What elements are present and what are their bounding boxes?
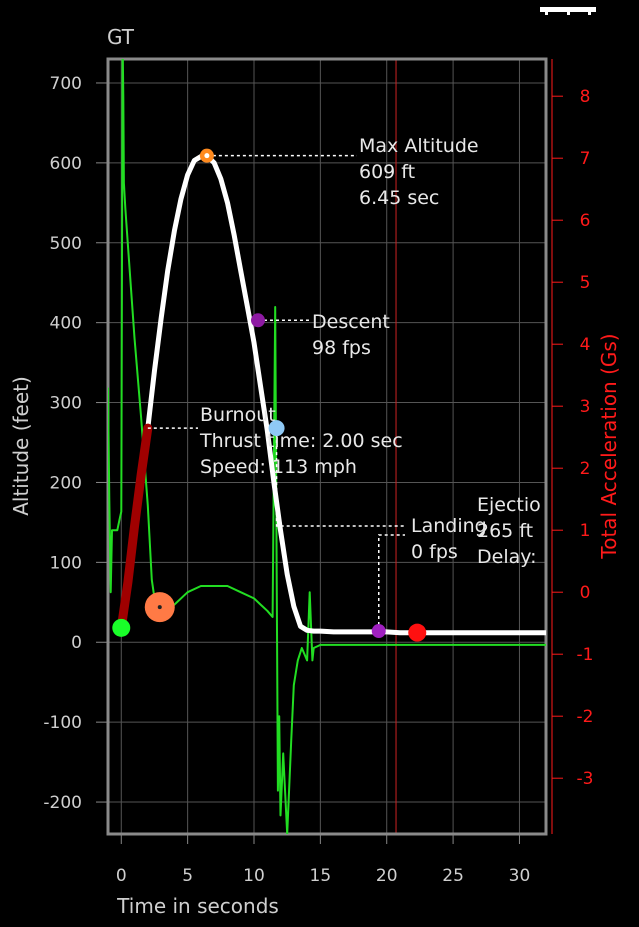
y-right-tick-label: 5 [580, 273, 591, 293]
y-left-tick-label: 200 [50, 473, 82, 493]
y-left-tick-label: -200 [43, 793, 82, 813]
y-right-tick-label: -2 [577, 707, 594, 727]
annotation-line: 609 ft [359, 161, 415, 183]
x-tick-label: 25 [442, 866, 464, 886]
annotation-ejection: Ejectio 265 ft Delay: [477, 494, 541, 568]
marker-max-altitude-dot [204, 153, 210, 159]
grid-lines [108, 59, 546, 834]
annotation-max-altitude: Max Altitude 609 ft 6.45 sec [359, 135, 479, 209]
annotation-line: Delay: [477, 546, 537, 568]
y-right-tick-label: 2 [580, 459, 591, 479]
annotation-burnout: Burnout Thrust time: 2.00 sec Speed: 113 m… [199, 404, 403, 478]
x-tick-label: 10 [243, 866, 265, 886]
y-right-tick-label: 7 [580, 149, 591, 169]
annotation-line: Burnout [200, 404, 276, 426]
annotation-line: Speed: 113 mph [200, 456, 357, 478]
x-tick-label: 5 [182, 866, 193, 886]
annotation-line: 98 fps [312, 337, 371, 359]
y-left-tick-label: 500 [50, 234, 82, 254]
y-right-tick-label: 6 [580, 211, 591, 231]
y-left-tick-label: 0 [71, 633, 82, 653]
chart-title: GT [107, 25, 135, 49]
annotation-line: 0 fps [411, 541, 458, 563]
acceleration-line [108, 59, 546, 834]
x-tick-label: 30 [509, 866, 531, 886]
y-right-tick-label: 8 [580, 87, 591, 107]
marker-burnout [268, 420, 285, 437]
x-tick-label: 0 [116, 866, 127, 886]
menu-icon[interactable] [540, 0, 596, 15]
marker-liftoff [112, 618, 131, 637]
burnout-time-leader [275, 428, 405, 527]
landing-leader [378, 534, 405, 632]
x-axis-label: Time in seconds [116, 894, 279, 918]
marker-ejection [408, 623, 427, 642]
y-right-tick-label: 4 [580, 335, 591, 355]
y-right-tick-label: -3 [577, 769, 594, 789]
annotation-descent: Descent 98 fps [312, 311, 390, 359]
y-left-tick-label: 400 [50, 314, 82, 334]
marker-descent [250, 313, 265, 328]
annotation-line: 265 ft [477, 520, 533, 542]
annotation-line: 6.45 sec [359, 187, 439, 209]
annotation-line: Descent [312, 311, 390, 333]
annotation-line: Max Altitude [359, 135, 479, 157]
y-left-tick-label: 100 [50, 553, 82, 573]
x-tick-label: 20 [376, 866, 398, 886]
annotation-line: Thrust time: 2.00 sec [199, 430, 403, 452]
x-tick-label: 15 [310, 866, 332, 886]
annotation-line: Ejectio [477, 494, 541, 516]
y-axis-right-label: Total Acceleration (Gs) [597, 333, 621, 559]
y-right-tick-label: 3 [580, 397, 591, 417]
y-right-tick-label: 0 [580, 583, 591, 603]
marker-apogee-charge-dot [157, 605, 162, 610]
y-left-tick-label: 600 [50, 154, 82, 174]
y-left-tick-label: -100 [43, 713, 82, 733]
y-right-tick-label: -1 [577, 645, 594, 665]
y-axis-left-label: Altitude (feet) [9, 376, 33, 516]
annotation-line: Landing [411, 515, 487, 537]
thrust-phase-line [116, 423, 153, 633]
y-right-tick-label: 1 [580, 521, 591, 541]
marker-landing [371, 624, 386, 639]
annotation-landing: Landing 0 fps [411, 515, 487, 563]
y-left-tick-label: 300 [50, 394, 82, 414]
y-left-tick-label: 700 [50, 74, 82, 94]
